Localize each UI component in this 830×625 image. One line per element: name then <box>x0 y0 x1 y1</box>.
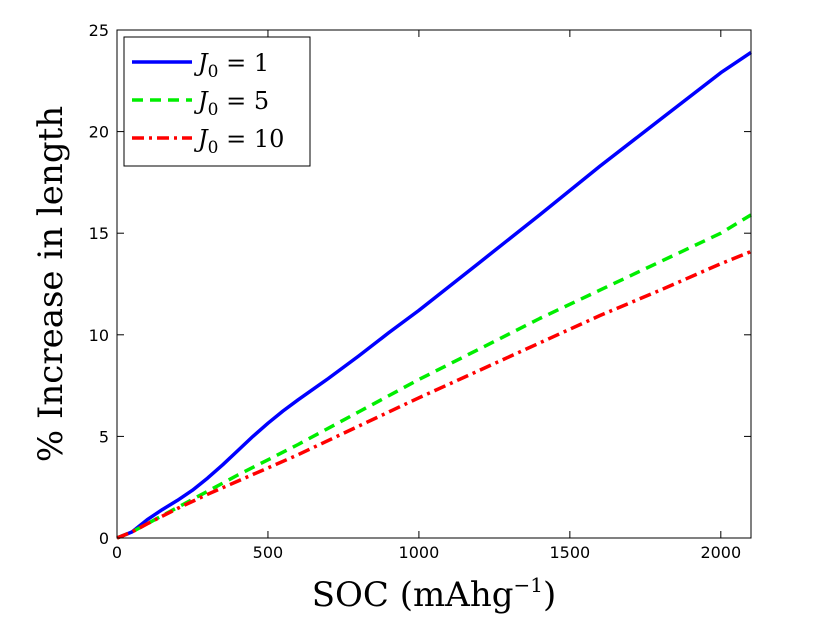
series-line-1 <box>116 50 752 540</box>
y-tick-label: 0 <box>99 529 109 548</box>
series-line-3 <box>116 249 752 540</box>
y-tick-label: 5 <box>99 427 109 446</box>
legend-label-2: J0 = 5 <box>193 87 269 120</box>
series-line-2 <box>116 213 752 540</box>
x-tick-label: 0 <box>112 543 122 562</box>
y-tick-label: 20 <box>89 123 109 142</box>
x-tick-label: 2000 <box>700 543 741 562</box>
x-tick-label: 500 <box>253 543 284 562</box>
x-tick-label: 1500 <box>549 543 590 562</box>
y-tick-label: 10 <box>89 326 109 345</box>
legend: J0 = 1J0 = 5J0 = 10 <box>123 36 311 167</box>
plot-frame <box>116 29 752 539</box>
y-tick-label: 25 <box>89 21 109 40</box>
x-tick-label: 1000 <box>399 543 440 562</box>
y-axis-title: % Increase in length <box>31 106 71 462</box>
legend-label-3: J0 = 10 <box>193 125 284 158</box>
x-axis-title: SOC (mAhg−1) <box>312 573 556 615</box>
y-tick-label: 15 <box>89 224 109 243</box>
